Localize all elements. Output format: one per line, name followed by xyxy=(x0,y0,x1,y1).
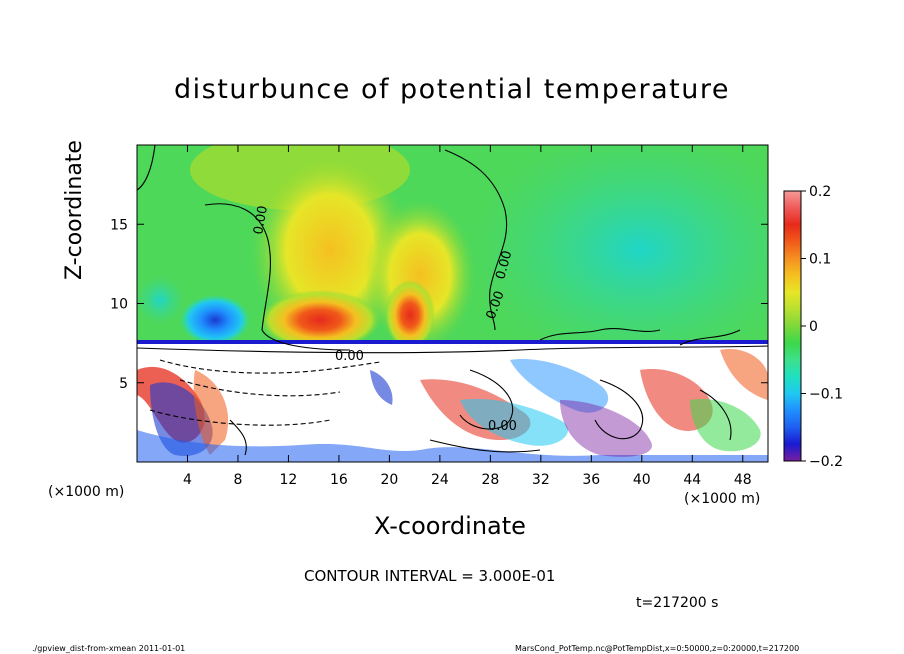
colorbar-tick-label: −0.2 xyxy=(809,454,843,470)
contour-label: 0.00 xyxy=(493,249,515,281)
x-tick-label: 32 xyxy=(532,472,550,488)
x-tick-label: 12 xyxy=(280,472,298,488)
y-axis-label: Z-coordinate xyxy=(62,140,87,280)
y-axis: 5 10 15 xyxy=(110,217,768,392)
contour-label: 0.00 xyxy=(335,349,364,364)
colorbar-scale xyxy=(783,190,802,462)
x-tick-label: 36 xyxy=(582,472,600,488)
x-tick-label: 44 xyxy=(683,472,701,488)
x-tick-label: 4 xyxy=(183,472,192,488)
footer-source: MarsCond_PotTemp.nc@PotTempDist,x=0:5000… xyxy=(515,644,800,653)
colorbar: −0.2 −0.1 0 0.1 0.2 xyxy=(783,184,843,470)
x-axis-label: X-coordinate xyxy=(374,512,526,540)
colorbar-tick-label: 0.2 xyxy=(809,184,831,200)
time-note: t=217200 s xyxy=(636,595,719,611)
colorbar-ticks: −0.2 −0.1 0 0.1 0.2 xyxy=(801,184,843,470)
y-tick-label: 5 xyxy=(119,376,128,392)
footer-script: ./gpview_dist-from-xmean 2011-01-01 xyxy=(32,644,186,653)
contour-lines xyxy=(137,145,768,456)
heatmap-field xyxy=(137,145,768,462)
x-tick-label: 24 xyxy=(431,472,449,488)
chart-title: disturbunce of potential temperature xyxy=(174,74,730,105)
x-tick-label: 20 xyxy=(380,472,398,488)
x-tick-label: 28 xyxy=(481,472,499,488)
contour-label-group: 0.00 0.00 0.00 0.00 0.00 xyxy=(251,205,517,434)
colorbar-tick-label: 0.1 xyxy=(809,252,831,268)
contour-interval-note: CONTOUR INTERVAL = 3.000E-01 xyxy=(304,567,556,585)
colorbar-tick-label: 0 xyxy=(809,319,818,335)
contour-label: 0.00 xyxy=(488,419,517,434)
y-tick-label: 15 xyxy=(110,217,128,233)
x-tick-label: 8 xyxy=(233,472,242,488)
contour-label: 0.00 xyxy=(251,205,271,236)
x-tick-label: 40 xyxy=(633,472,651,488)
x-unit-label: (×1000 m) xyxy=(684,491,761,507)
x-tick-label: 16 xyxy=(330,472,348,488)
x-tick-label: 48 xyxy=(734,472,752,488)
colorbar-tick-label: −0.1 xyxy=(809,387,843,403)
x-axis: 4 8 12 16 20 24 28 32 36 40 44 48 xyxy=(183,145,752,488)
y-unit-label: (×1000 m) xyxy=(48,484,125,500)
y-tick-label: 10 xyxy=(110,297,128,313)
